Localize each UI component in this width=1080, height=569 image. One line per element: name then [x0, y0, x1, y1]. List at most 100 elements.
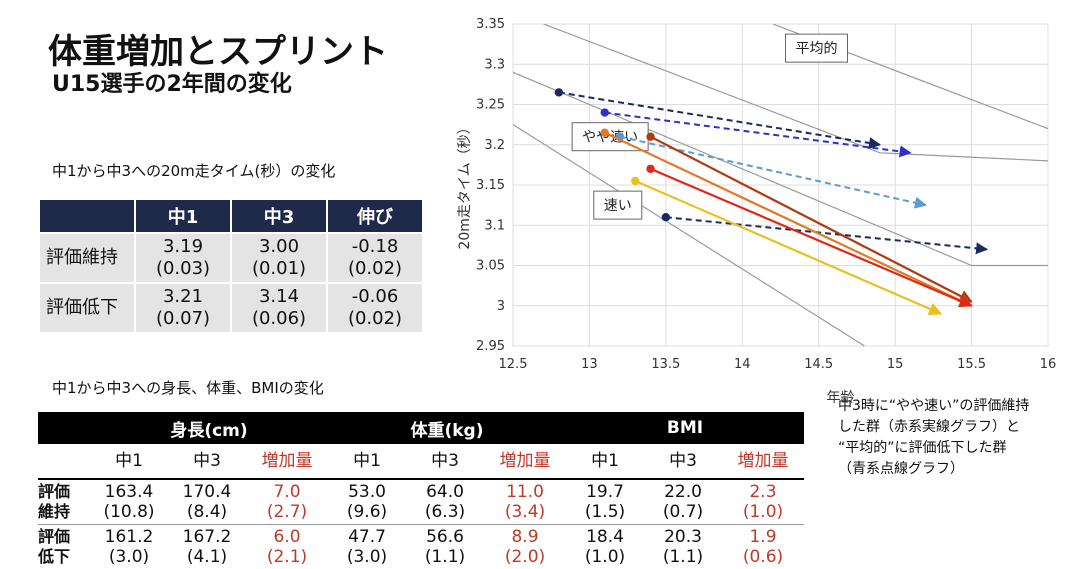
cell-sd: (1.0)	[722, 502, 804, 522]
x-tick-label: 15.5	[957, 357, 986, 372]
cell-sd: (2.7)	[246, 502, 328, 522]
y-tick-label: 3.2	[484, 138, 505, 153]
cell-mean: 8.9	[484, 527, 566, 547]
table-cell: 47.7(3.0)	[328, 525, 406, 569]
series-start-point-blue-1	[601, 108, 609, 116]
cell-sd: (0.02)	[328, 308, 422, 330]
y-tick-label: 3.35	[476, 17, 505, 32]
chart-note: 中3時に“やや速い”の評価維持 した群（赤系実線グラフ）と “平均的”に評価低下…	[838, 396, 1078, 480]
body-subheader-cell: 増加量	[484, 444, 566, 479]
x-tick-label: 13.5	[651, 357, 680, 372]
x-tick-label: 13	[581, 357, 598, 372]
body-group-header: 身長(cm) 体重(kg) BMI	[38, 412, 804, 444]
table-cell: 11.0(3.4)	[484, 479, 566, 525]
cell-sd: (10.8)	[90, 502, 168, 522]
body-subheader-cell: 中1	[90, 444, 168, 479]
y-axis-label: 20m走タイム（秒）	[457, 120, 473, 249]
y-tick-label: 3.05	[476, 259, 505, 274]
body-subheader-cell: 中1	[328, 444, 406, 479]
cell-mean: 19.7	[566, 482, 644, 502]
row-label-line: 評価	[38, 527, 90, 547]
region-label: やや速い	[572, 123, 648, 151]
y-tick-label: 3.25	[476, 98, 505, 113]
table-cell: 22.0(0.7)	[644, 479, 722, 525]
table-cell: 3.14(0.06)	[231, 283, 327, 332]
x-axis-label: 年齢	[827, 390, 855, 403]
cell-sd: (0.07)	[136, 308, 230, 330]
x-tick-label: 12.5	[499, 357, 528, 372]
note-line: “平均的”に評価低下した群	[838, 438, 1078, 459]
cell-sd: (3.0)	[90, 547, 168, 567]
cell-mean: 3.00	[232, 236, 326, 258]
cell-sd: (2.0)	[484, 547, 566, 567]
body-subheader-cell: 増加量	[246, 444, 328, 479]
cell-sd: (9.6)	[328, 502, 406, 522]
cell-mean: 6.0	[246, 527, 328, 547]
cell-sd: (0.6)	[722, 547, 804, 567]
cell-sd: (4.1)	[168, 547, 246, 567]
x-tick-label: 14.5	[804, 357, 833, 372]
sprint-table: 中1 中3 伸び 評価維持 3.19(0.03) 3.00(0.01) -0.1…	[38, 200, 422, 332]
y-tick-label: 3	[497, 299, 505, 314]
row-label-line: 評価	[38, 482, 90, 502]
body-group-weight: 体重(kg)	[328, 412, 566, 444]
cell-mean: -0.06	[328, 286, 422, 308]
cell-sd: (3.4)	[484, 502, 566, 522]
cell-sd: (0.06)	[232, 308, 326, 330]
table-cell: 3.21(0.07)	[135, 283, 231, 332]
table-cell: 20.3(1.1)	[644, 525, 722, 569]
cell-sd: (3.0)	[328, 547, 406, 567]
series-start-point-navy-2	[662, 213, 670, 221]
cell-sd: (1.1)	[644, 547, 722, 567]
y-tick-label: 3.3	[484, 57, 505, 72]
sprint-header-cell: 伸び	[327, 200, 422, 233]
body-subheader-cell: 中3	[406, 444, 484, 479]
series-start-point-orange-1	[601, 128, 609, 136]
cell-sd: (8.4)	[168, 502, 246, 522]
cell-mean: 47.7	[328, 527, 406, 547]
table-cell: 3.19(0.03)	[135, 233, 231, 283]
cell-mean: 20.3	[644, 527, 722, 547]
region-label-text: 平均的	[796, 41, 838, 57]
x-tick-label: 14	[734, 357, 751, 372]
table-cell: 170.4(8.4)	[168, 479, 246, 525]
cell-mean: 64.0	[406, 482, 484, 502]
table-cell: 3.00(0.01)	[231, 233, 327, 283]
table-cell: 161.2(3.0)	[90, 525, 168, 569]
table-cell: 167.2(4.1)	[168, 525, 246, 569]
y-tick-label: 2.95	[476, 339, 505, 354]
sprint-header-cell: 中3	[231, 200, 327, 233]
cell-mean: 2.3	[722, 482, 804, 502]
cell-sd: (0.7)	[644, 502, 722, 522]
cell-mean: 53.0	[328, 482, 406, 502]
body-subheader-cell: 中3	[168, 444, 246, 479]
table-cell: 2.3(1.0)	[722, 479, 804, 525]
table-cell: 56.6(1.1)	[406, 525, 484, 569]
cell-mean: 170.4	[168, 482, 246, 502]
series-start-point-yellow-1	[631, 177, 639, 185]
row-label: 評価維持	[39, 233, 135, 283]
sprint-table-header: 中1 中3 伸び	[39, 200, 422, 233]
series-start-point-red-1	[646, 165, 654, 173]
note-line: （青系点線グラフ）	[838, 459, 1078, 480]
table-cell: 7.0(2.7)	[246, 479, 328, 525]
cell-mean: 3.14	[232, 286, 326, 308]
table-cell: 18.4(1.0)	[566, 525, 644, 569]
cell-mean: 18.4	[566, 527, 644, 547]
cell-sd: (2.1)	[246, 547, 328, 567]
cell-mean: 11.0	[484, 482, 566, 502]
cell-mean: 163.4	[90, 482, 168, 502]
region-label: 速い	[594, 191, 642, 219]
cell-mean: 1.9	[722, 527, 804, 547]
cell-mean: 161.2	[90, 527, 168, 547]
cell-mean: 7.0	[246, 482, 328, 502]
table-cell: 53.0(9.6)	[328, 479, 406, 525]
body-subheader-blank	[38, 444, 90, 479]
body-group-height: 身長(cm)	[90, 412, 328, 444]
table-cell: 163.4(10.8)	[90, 479, 168, 525]
cell-sd: (1.0)	[566, 547, 644, 567]
note-line: した群（赤系実線グラフ）と	[838, 417, 1078, 438]
